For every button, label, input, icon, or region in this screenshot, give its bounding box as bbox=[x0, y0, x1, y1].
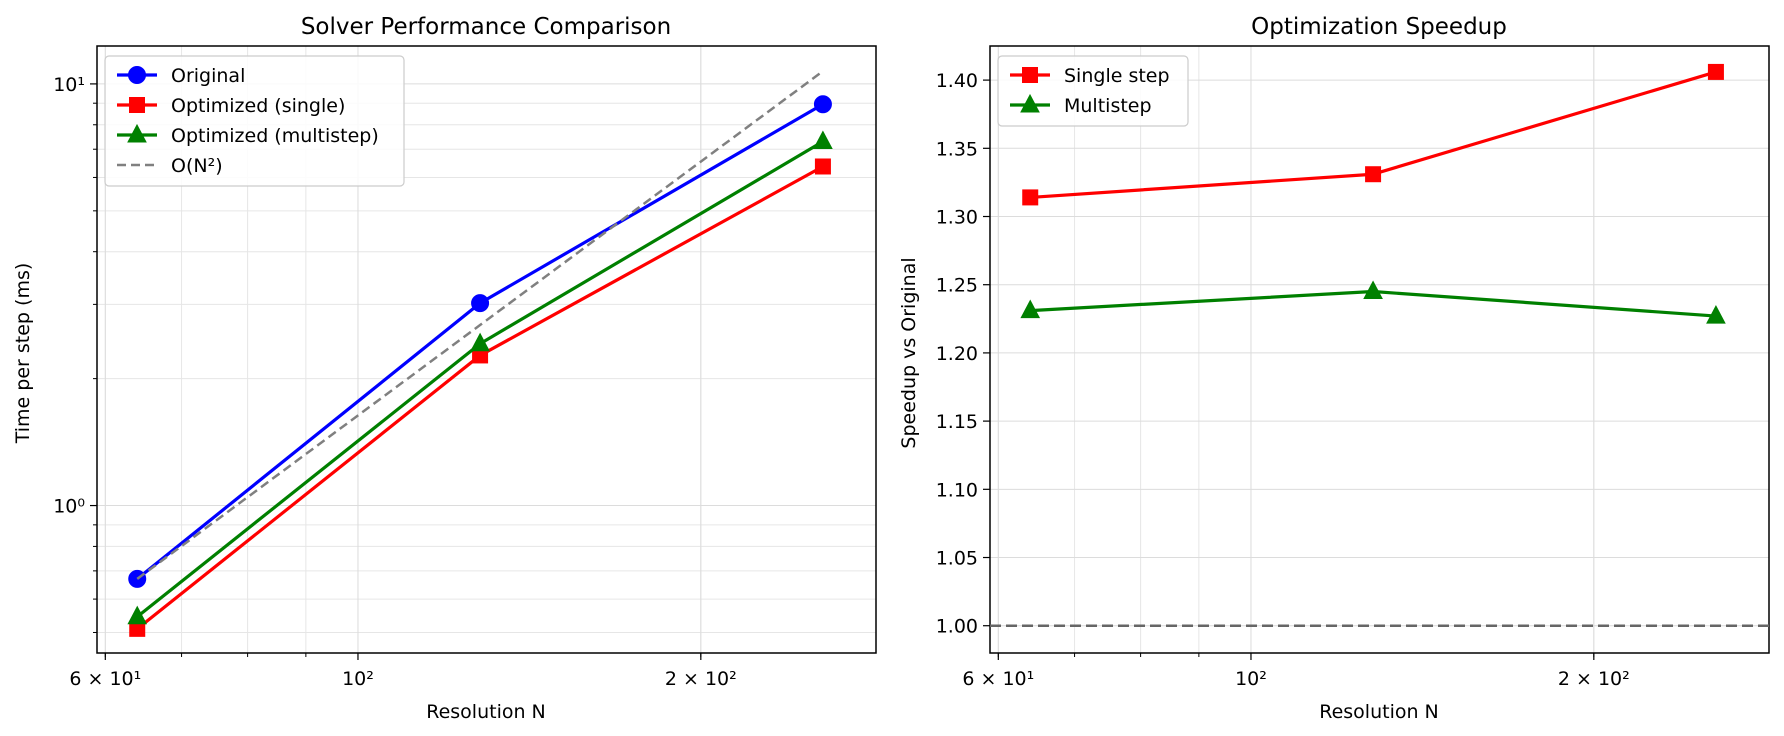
legend-marker bbox=[128, 66, 146, 84]
legend-item-original: Original bbox=[117, 65, 245, 87]
y-axis-label: Speedup vs Original bbox=[898, 257, 920, 448]
legend-marker bbox=[1020, 93, 1040, 113]
y-tick-label: 1.35 bbox=[936, 138, 978, 160]
series-line bbox=[136, 165, 824, 631]
chart-title: Optimization Speedup bbox=[1251, 14, 1507, 40]
y-tick-label: 10⁰ bbox=[53, 496, 85, 518]
legend-marker bbox=[127, 123, 147, 143]
series-optimized-multistep bbox=[127, 130, 833, 625]
y-tick-label: 1.05 bbox=[936, 548, 978, 570]
legend-item-optimized-multistep: Optimized (multistep) bbox=[117, 123, 379, 147]
legend-item-o-n: O(N²) bbox=[117, 155, 223, 177]
data-point bbox=[1020, 299, 1041, 319]
legend-item-optimized-single: Optimized (single) bbox=[117, 95, 345, 117]
legend-label: Original bbox=[171, 65, 245, 87]
x-axis-ticks: 6 × 10¹ 10² 2 × 10² bbox=[962, 653, 1630, 690]
plot-frame bbox=[96, 45, 877, 654]
legend-label: Optimized (single) bbox=[171, 95, 345, 117]
y-axis-ticks: 10⁰ 10¹ bbox=[53, 74, 97, 633]
series-o-n bbox=[136, 70, 824, 580]
y-axis-label: Time per step (ms) bbox=[12, 263, 34, 445]
series-group bbox=[1020, 63, 1726, 324]
series-optimized-single bbox=[129, 158, 831, 637]
x-tick-label: 10² bbox=[1235, 668, 1267, 690]
legend: Original Optimized (single) Optimized (mul… bbox=[104, 55, 405, 187]
data-point bbox=[471, 294, 490, 313]
legend-label: O(N²) bbox=[171, 155, 223, 177]
y-tick-label: 1.10 bbox=[936, 479, 978, 501]
y-axis-ticks: 1.00 1.05 1.10 1.15 1.20 1.25 1.30 1.35 1.40 bbox=[936, 70, 990, 638]
data-point bbox=[1707, 63, 1724, 80]
legend-item-multistep: Multistep bbox=[1010, 93, 1152, 117]
x-tick-label: 6 × 10¹ bbox=[69, 668, 141, 690]
y-tick-label: 1.00 bbox=[936, 616, 978, 638]
series-group bbox=[127, 70, 833, 637]
chart-panel-time-per-step: Solver Performance Comparison Resolution… bbox=[12, 14, 877, 723]
data-point bbox=[813, 130, 833, 150]
data-point bbox=[1365, 166, 1382, 183]
series-line bbox=[136, 70, 824, 580]
data-point bbox=[1363, 280, 1383, 300]
data-point bbox=[1706, 305, 1726, 324]
legend-marker bbox=[129, 97, 145, 113]
x-axis-label: Resolution N bbox=[1319, 701, 1439, 723]
legend-label: Single step bbox=[1064, 65, 1170, 87]
legend-marker bbox=[1022, 67, 1038, 83]
plot-frame bbox=[989, 45, 1770, 654]
x-axis-label: Resolution N bbox=[426, 701, 546, 723]
y-tick-label: 10¹ bbox=[53, 74, 85, 96]
grid bbox=[990, 46, 1769, 653]
chart-title: Solver Performance Comparison bbox=[301, 14, 671, 40]
legend-box bbox=[104, 55, 405, 187]
data-point bbox=[813, 95, 832, 114]
y-tick-label: 1.15 bbox=[936, 411, 978, 433]
x-tick-label: 2 × 10² bbox=[1558, 668, 1630, 690]
x-tick-label: 6 × 10¹ bbox=[962, 668, 1034, 690]
series-multistep bbox=[1020, 280, 1726, 324]
y-tick-label: 1.20 bbox=[936, 343, 978, 365]
y-tick-label: 1.30 bbox=[936, 207, 978, 229]
x-tick-label: 10² bbox=[342, 668, 374, 690]
y-tick-label: 1.40 bbox=[936, 70, 978, 92]
legend: Single step Multistep bbox=[997, 55, 1189, 127]
legend-item-single-step: Single step bbox=[1010, 65, 1170, 87]
x-axis-ticks: 6 × 10¹ 10² 2 × 10² bbox=[69, 653, 737, 690]
legend-label: Multistep bbox=[1064, 95, 1152, 117]
chart-panel-speedup: Optimization Speedup Resolution N Speedu… bbox=[898, 14, 1770, 723]
y-tick-label: 1.25 bbox=[936, 275, 978, 297]
data-point bbox=[127, 605, 148, 625]
legend-label: Optimized (multistep) bbox=[171, 125, 379, 147]
series-single-step bbox=[1022, 63, 1724, 206]
x-tick-label: 2 × 10² bbox=[665, 668, 737, 690]
data-point bbox=[814, 158, 831, 175]
data-point bbox=[470, 332, 490, 352]
data-point bbox=[1022, 189, 1039, 206]
